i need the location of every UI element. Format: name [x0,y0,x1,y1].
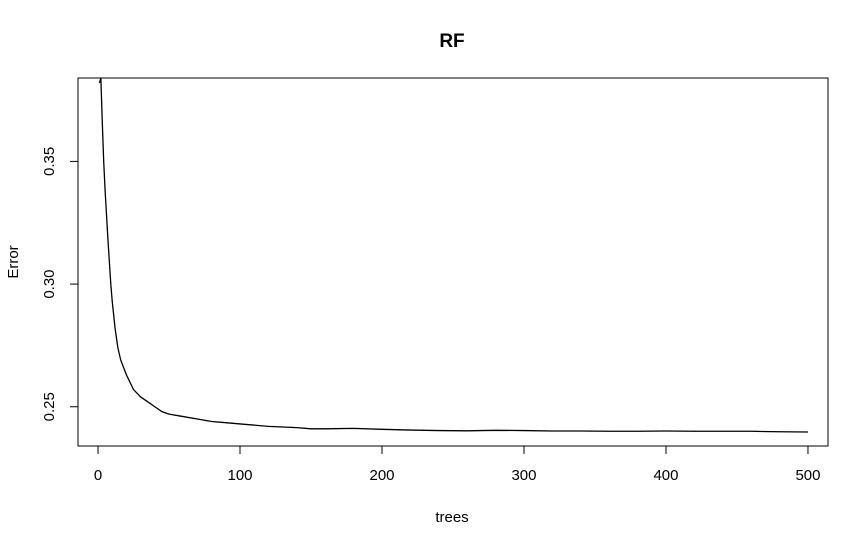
x-tick-label: 0 [94,467,102,484]
y-tick-label: 0.25 [41,392,58,421]
x-tick-label: 200 [369,467,394,484]
x-tick-label: 100 [227,467,252,484]
y-tick-label: 0.35 [41,147,58,176]
y-axis-title: Error [5,245,22,278]
x-tick-label: 400 [653,467,678,484]
x-axis: 0 100 200 300 400 500 [94,445,820,484]
error-series-line [98,77,808,433]
x-axis-title: trees [435,509,468,526]
series-group [98,77,808,433]
x-tick-label: 500 [795,467,820,484]
plot-frame [77,77,829,447]
chart-title: RF [439,31,464,52]
y-tick-label: 0.30 [41,269,58,298]
x-tick-label: 300 [511,467,536,484]
y-axis: 0.25 0.30 0.35 [41,147,79,421]
